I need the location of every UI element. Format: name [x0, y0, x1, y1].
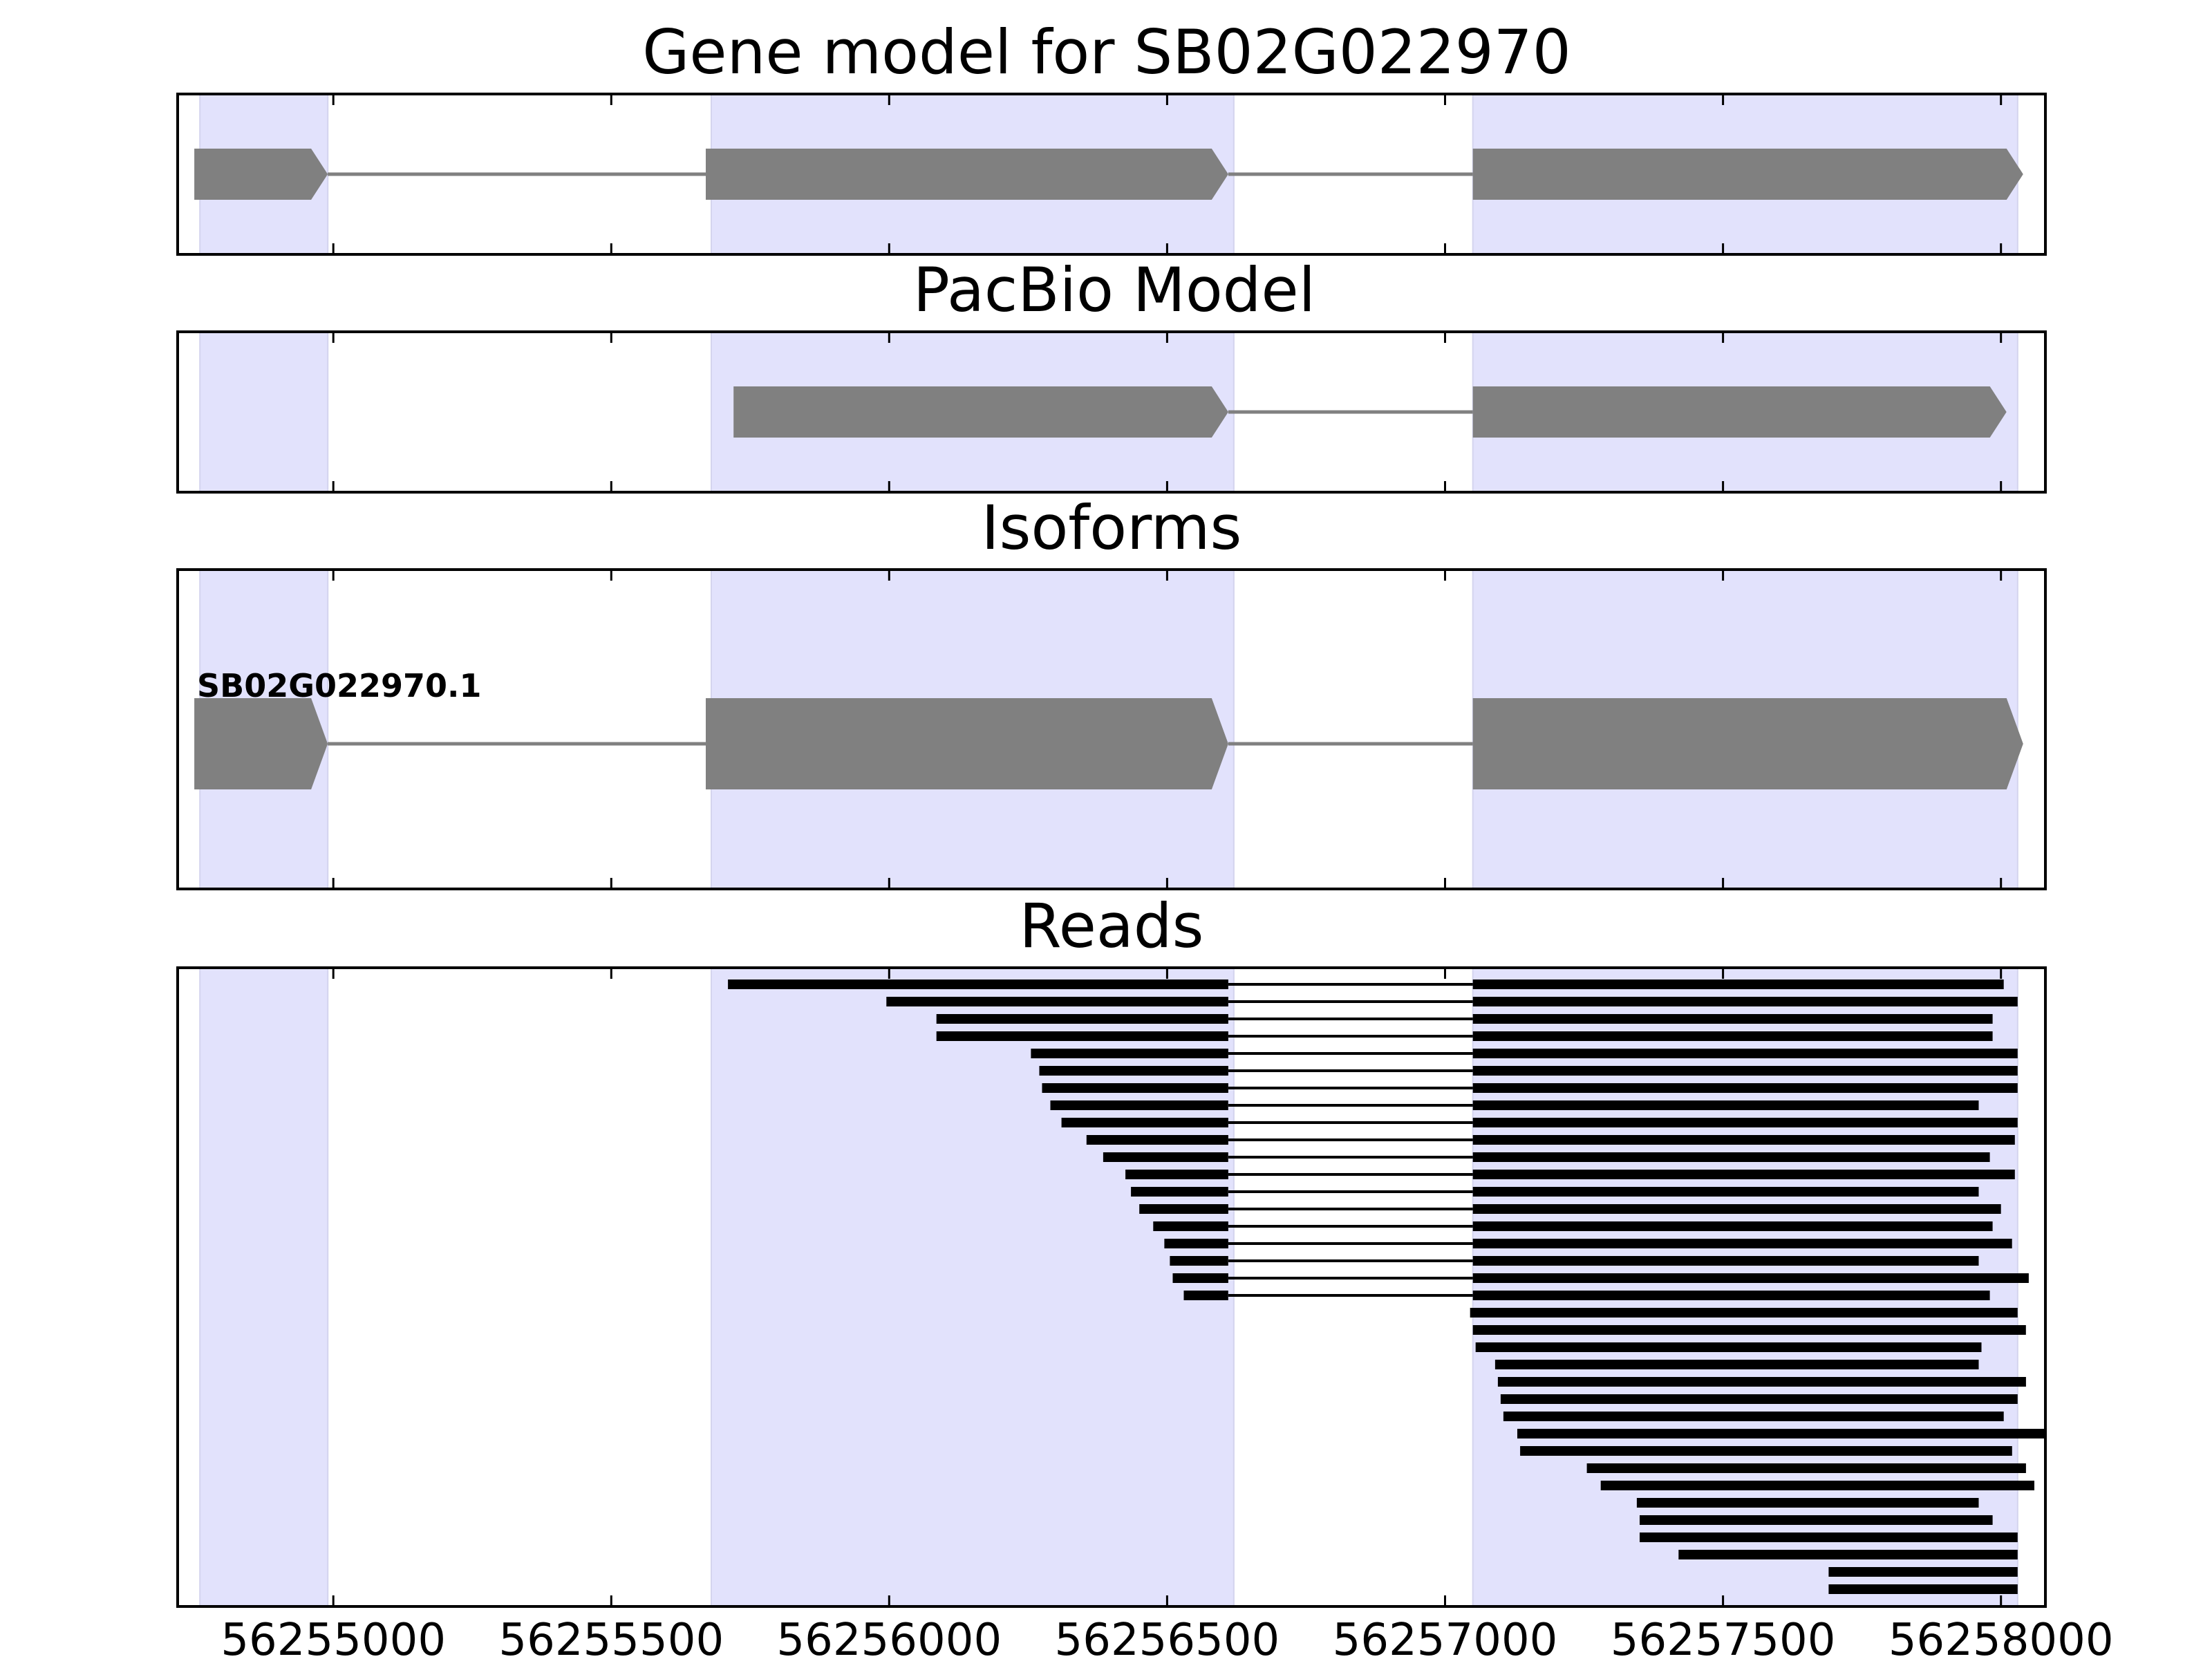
pacbio-model-features	[733, 386, 2007, 438]
read-block	[1042, 1083, 1228, 1093]
read-block	[1472, 1118, 2018, 1127]
read-block	[1086, 1135, 1228, 1145]
read-block	[1472, 1152, 1990, 1162]
read-block	[1520, 1446, 2012, 1456]
read-block	[1472, 1187, 1979, 1197]
read-block	[1125, 1170, 1228, 1179]
x-tick-label: 56258000	[1888, 1615, 2114, 1659]
gene-model-features	[194, 149, 2023, 200]
gene-model-exon	[1472, 149, 2023, 200]
read-block	[1039, 1066, 1228, 1076]
gene-model-exon	[194, 149, 328, 200]
read-block	[1472, 1239, 2012, 1248]
pacbio-model-exon	[733, 386, 1228, 438]
panel-frame	[176, 568, 2047, 890]
panel-gene-model: Gene model for SB02G022970	[176, 17, 2047, 256]
isoform-exon	[1472, 698, 2023, 789]
read-alignments	[728, 980, 2045, 1594]
pacbio-model-exon	[1472, 386, 2007, 438]
panel-title-isoforms: Isoforms	[982, 492, 1242, 563]
read-block	[1472, 1014, 1993, 1024]
read-block	[1170, 1256, 1228, 1266]
read-block	[1472, 1291, 1990, 1300]
read-block	[1031, 1049, 1228, 1058]
read-block	[1494, 1360, 1979, 1369]
read-block	[1472, 1100, 1979, 1110]
panel-pacbio-model: PacBio Model	[176, 254, 2047, 494]
panel-isoforms: Isoforms SB02G022970.1	[176, 492, 2047, 890]
x-tick-label: 56257500	[1611, 1615, 1836, 1659]
x-tick-label: 56255000	[221, 1615, 446, 1659]
read-block	[1828, 1584, 2018, 1594]
tick-marks	[332, 570, 2003, 889]
read-block	[1472, 1083, 2018, 1093]
read-block	[1497, 1377, 2026, 1387]
x-tick-label: 56256500	[1055, 1615, 1280, 1659]
panel-frame	[176, 966, 2047, 1608]
read-block	[1472, 1204, 2001, 1214]
read-block	[1472, 1325, 2026, 1335]
read-block	[1517, 1429, 2045, 1438]
read-block	[1600, 1481, 2034, 1490]
read-block	[936, 1031, 1228, 1041]
read-block	[1103, 1152, 1228, 1162]
read-block	[1061, 1118, 1228, 1127]
x-tick-label: 56255500	[498, 1615, 724, 1659]
tick-marks	[332, 94, 2003, 254]
read-block	[1472, 1135, 2015, 1145]
read-block	[1586, 1463, 2026, 1473]
highlight-layer	[199, 967, 2018, 1607]
read-block	[1472, 997, 2018, 1006]
read-block	[1164, 1239, 1228, 1248]
read-block	[1503, 1412, 2004, 1421]
highlight-region	[711, 967, 1235, 1607]
read-block	[1472, 1031, 1993, 1041]
read-block	[1139, 1204, 1228, 1214]
read-block	[1640, 1515, 1993, 1525]
read-block	[1828, 1567, 2018, 1577]
x-tick-label: 56257000	[1333, 1615, 1558, 1659]
read-block	[1472, 1256, 1979, 1266]
panel-title-pacbio-model: PacBio Model	[913, 254, 1315, 326]
read-block	[1172, 1273, 1228, 1283]
read-block	[1131, 1187, 1228, 1197]
read-block	[1153, 1221, 1228, 1231]
read-block	[1640, 1533, 2018, 1542]
isoform-features	[194, 698, 2023, 789]
tick-marks	[332, 968, 2003, 1606]
read-block	[1636, 1498, 1979, 1508]
read-block	[1500, 1394, 2018, 1404]
read-block	[886, 997, 1228, 1006]
read-block	[1472, 1221, 1993, 1231]
gene-model-exon	[706, 149, 1228, 200]
read-block	[1470, 1308, 2018, 1318]
read-block	[1475, 1342, 1982, 1352]
isoform-exon	[194, 698, 328, 789]
read-block	[1183, 1291, 1228, 1300]
read-block	[1678, 1550, 2018, 1559]
read-block	[1050, 1100, 1228, 1110]
highlight-region	[199, 331, 329, 493]
highlight-region	[199, 967, 329, 1607]
read-block	[1472, 1066, 2018, 1076]
read-block	[728, 980, 1228, 989]
read-block	[1472, 1170, 2015, 1179]
read-block	[1472, 980, 2004, 989]
panel-reads: Reads	[176, 890, 2047, 1608]
x-axis-tick-labels: 56255000 56255500 56256000 56256500 56257000…	[221, 1615, 2113, 1659]
panel-frame	[176, 93, 2047, 256]
isoform-label: SB02G022970.1	[197, 667, 481, 704]
panel-title-gene-model: Gene model for SB02G022970	[642, 17, 1571, 88]
panel-frame	[176, 330, 2047, 494]
read-block	[1472, 1273, 2029, 1283]
panel-title-reads: Reads	[1020, 890, 1204, 962]
read-block	[936, 1014, 1228, 1024]
isoform-exon	[706, 698, 1228, 789]
highlight-region	[1472, 967, 2018, 1607]
x-tick-label: 56256000	[776, 1615, 1002, 1659]
read-block	[1472, 1049, 2018, 1058]
tick-marks	[332, 332, 2003, 492]
